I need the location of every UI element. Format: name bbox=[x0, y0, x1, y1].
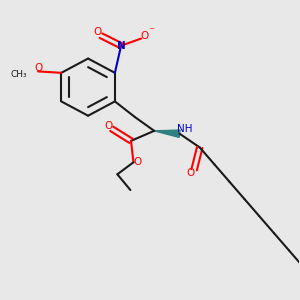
Text: ⁻: ⁻ bbox=[148, 25, 154, 38]
Text: CH₃: CH₃ bbox=[10, 70, 27, 79]
Text: O: O bbox=[134, 157, 142, 167]
Text: NH: NH bbox=[177, 124, 192, 134]
Text: O: O bbox=[186, 168, 195, 178]
Polygon shape bbox=[154, 130, 180, 137]
Text: O: O bbox=[34, 63, 42, 73]
Text: O: O bbox=[104, 121, 112, 131]
Text: O: O bbox=[141, 31, 149, 41]
Text: O: O bbox=[93, 27, 101, 37]
Text: N: N bbox=[117, 41, 125, 51]
